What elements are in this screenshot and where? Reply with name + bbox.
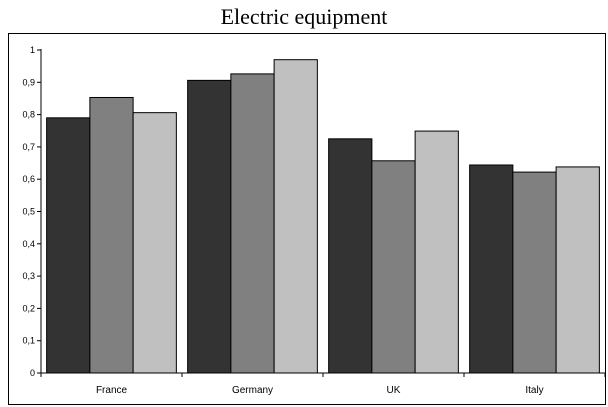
y-tick-label: 0,4 [22,239,35,249]
bar [46,117,91,374]
bar [187,79,232,374]
bar [371,160,416,374]
axis-labels: 0 0,1 0,2 0,3 0,4 0,5 0,6 0,7 0,8 0,9 1 France Germa… [22,45,543,396]
y-tick-label: 0,9 [22,77,35,87]
bars [46,59,600,374]
x-tick-label: Italy [525,385,543,396]
bar [414,130,459,374]
bar [230,73,275,374]
bar [328,138,373,374]
bar [512,171,557,374]
x-tick-label: France [96,385,128,396]
chart-title: Electric equipment [220,4,388,29]
x-tick-label: Germany [232,385,273,396]
bar [89,96,134,374]
y-tick-label: 1 [30,45,35,55]
y-tick-label: 0,5 [22,207,35,217]
bar [555,166,600,374]
bar [469,164,514,374]
y-tick-label: 0,8 [22,110,35,120]
y-tick-label: 0,2 [22,303,35,313]
y-tick-label: 0,7 [22,142,35,152]
y-tick-label: 0,3 [22,271,35,281]
y-tick-label: 0 [30,368,35,378]
x-tick-label: UK [387,385,401,396]
bar [273,59,318,374]
chart-frame [8,33,606,405]
bar [132,112,177,374]
y-tick-label: 0,1 [22,336,35,346]
y-tick-label: 0,6 [22,174,35,184]
